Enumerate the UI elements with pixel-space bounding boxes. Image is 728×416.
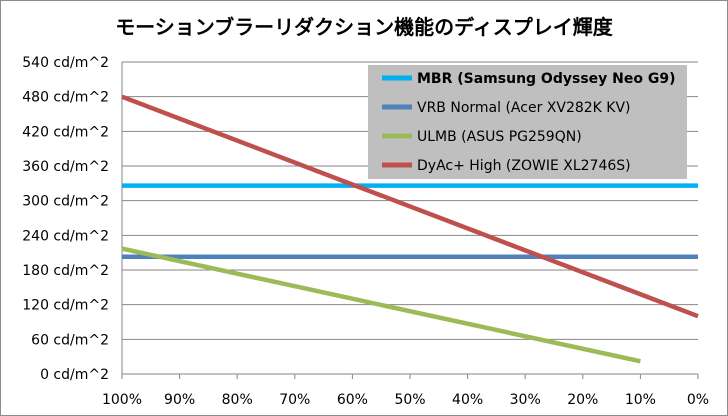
x-tick-label: 60% <box>337 392 368 408</box>
y-tick-label: 300 cd/m^2 <box>22 194 109 210</box>
y-tick-label: 120 cd/m^2 <box>22 298 109 314</box>
x-tick-label: 50% <box>394 392 425 408</box>
y-tick-label: 180 cd/m^2 <box>22 263 109 279</box>
series-line <box>121 94 699 319</box>
y-tick-label: 480 cd/m^2 <box>22 90 109 106</box>
x-tick-label: 20% <box>567 392 598 408</box>
y-axis: 0 cd/m^2 60 cd/m^2 120 cd/m^2 180 cd/m^2 240… <box>22 55 109 383</box>
y-tick-label: 540 cd/m^2 <box>22 55 109 71</box>
legend-label: MBR (Samsung Odyssey Neo G9) <box>417 71 675 87</box>
x-tick-label: 30% <box>510 392 541 408</box>
y-tick-label: 360 cd/m^2 <box>22 159 109 175</box>
series-line <box>121 246 641 364</box>
x-tick-label: 100% <box>102 392 142 408</box>
legend-box <box>368 65 687 179</box>
x-tick-label: 40% <box>452 392 483 408</box>
y-tick-label: 0 cd/m^2 <box>40 367 109 383</box>
legend-label: VRB Normal (Acer XV282K KV) <box>417 100 631 116</box>
chart-title: モーションブラーリダクション機能のディスプレイ輝度 <box>115 15 614 39</box>
legend-label: ULMB (ASUS PG259QN) <box>417 129 582 145</box>
x-tick-label: 80% <box>222 392 253 408</box>
x-tick-label: 90% <box>164 392 195 408</box>
y-tick-label: 420 cd/m^2 <box>22 124 109 140</box>
x-tick-label: 10% <box>625 392 656 408</box>
y-tick-label: 60 cd/m^2 <box>31 332 109 348</box>
y-tick-label: 240 cd/m^2 <box>22 228 109 244</box>
x-tick-label: 0% <box>687 392 709 408</box>
legend-label: DyAc+ High (ZOWIE XL2746S) <box>417 158 631 174</box>
x-axis: 100% 90% 80% 70% 60% 50% 40% 30% 20% 10% 0% <box>102 374 709 408</box>
x-tick-label: 70% <box>279 392 310 408</box>
legend: MBR (Samsung Odyssey Neo G9) VRB Normal (… <box>368 65 687 179</box>
series-layer <box>121 94 699 364</box>
